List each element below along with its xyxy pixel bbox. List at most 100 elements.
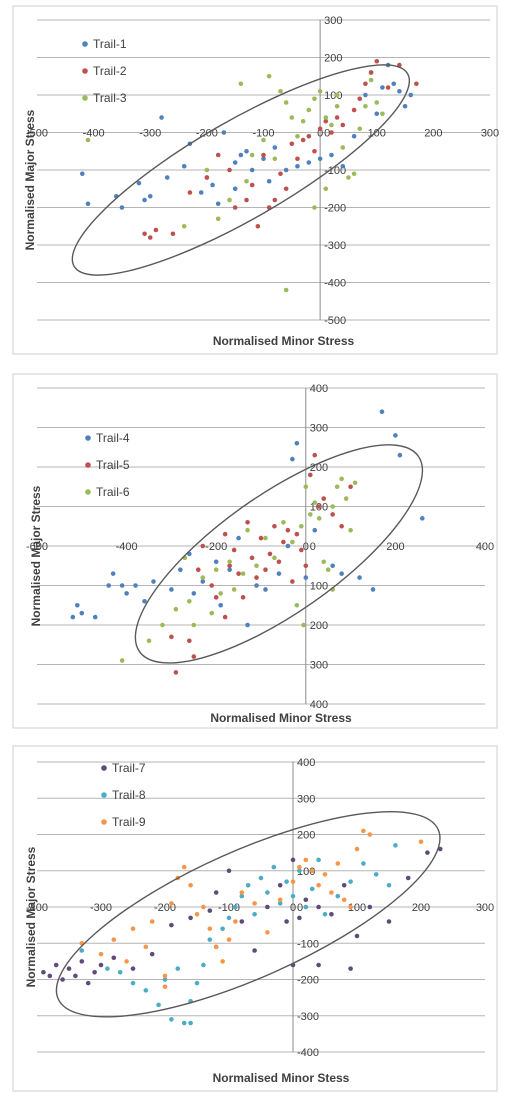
data-point: [220, 959, 225, 964]
x-tick-label: 0: [317, 128, 323, 140]
data-point: [240, 595, 246, 600]
data-point: [261, 152, 266, 158]
data-point: [151, 579, 156, 584]
data-point: [143, 944, 149, 950]
y-tick-label: 300: [324, 15, 342, 27]
data-point: [335, 861, 341, 866]
data-point: [207, 937, 213, 942]
data-point: [334, 92, 340, 98]
data-point: [363, 92, 368, 98]
data-point: [79, 948, 85, 953]
data-point: [348, 527, 353, 533]
data-point: [149, 951, 155, 957]
data-point: [169, 587, 174, 592]
data-point: [351, 107, 357, 113]
data-point: [329, 130, 334, 135]
data-point: [111, 955, 117, 961]
data-point: [309, 886, 315, 892]
y-tick-label: 0: [297, 902, 303, 914]
chart-frame: [12, 373, 498, 729]
data-point: [263, 587, 268, 592]
data-point: [198, 190, 204, 195]
data-point: [317, 156, 323, 162]
data-point: [178, 567, 183, 572]
x-tick-label: 0: [290, 902, 296, 914]
data-point: [85, 201, 91, 207]
data-point: [222, 614, 228, 620]
data-point: [200, 579, 206, 584]
data-point: [357, 126, 363, 132]
x-tick-label: -600: [26, 541, 48, 553]
data-point: [312, 452, 318, 458]
data-point: [306, 133, 312, 139]
data-point: [255, 223, 261, 229]
y-tick-label: 300: [297, 793, 315, 805]
data-point: [312, 96, 317, 102]
y-axis-title: Normalised Major Stress: [23, 109, 37, 250]
data-point: [285, 543, 291, 549]
data-point: [75, 602, 80, 608]
data-point: [284, 879, 289, 884]
y-tick-label: -200: [297, 975, 319, 987]
data-point: [312, 148, 317, 154]
data-point: [361, 828, 366, 834]
data-point: [258, 535, 264, 541]
data-point: [391, 81, 397, 87]
y-tick-label: 100: [297, 866, 315, 878]
data-point: [294, 531, 300, 537]
data-point: [266, 73, 272, 79]
data-point: [191, 654, 197, 659]
data-point: [351, 133, 357, 139]
data-point: [227, 167, 232, 173]
data-point: [309, 868, 315, 874]
data-point: [143, 988, 149, 993]
data-point: [306, 160, 312, 165]
x-tick-label: 100: [368, 128, 386, 140]
data-point: [254, 575, 259, 580]
data-point: [402, 103, 408, 109]
x-tick-label: 300: [476, 902, 494, 914]
data-point: [340, 122, 346, 128]
data-point: [60, 977, 65, 982]
data-point: [201, 904, 206, 910]
data-point: [200, 575, 206, 580]
data-point: [297, 868, 302, 874]
data-point: [290, 879, 296, 884]
data-point: [307, 512, 313, 517]
data-point: [227, 567, 232, 572]
data-point: [386, 882, 392, 888]
data-point: [379, 409, 385, 414]
legend-label: Trail-4: [96, 431, 130, 445]
data-point: [283, 167, 289, 173]
data-point: [295, 163, 300, 169]
data-point: [162, 984, 168, 990]
data-point: [209, 610, 215, 616]
data-point: [221, 130, 227, 135]
data-point: [231, 547, 237, 553]
data-point: [249, 167, 255, 173]
data-point: [348, 484, 353, 490]
data-point: [368, 77, 374, 83]
data-point: [261, 137, 266, 143]
data-point: [283, 186, 289, 192]
x-tick-label: 300: [481, 128, 499, 140]
data-point: [289, 141, 295, 147]
data-point: [408, 92, 414, 98]
data-point: [323, 118, 329, 124]
data-point: [222, 531, 228, 537]
data-point: [340, 145, 346, 150]
y-tick-label: -300: [297, 1011, 319, 1023]
y-tick-label: 200: [310, 620, 328, 632]
data-point: [294, 441, 300, 446]
data-point: [156, 1002, 161, 1008]
data-point: [303, 563, 309, 569]
legend-marker: [82, 68, 88, 74]
x-tick-label: -500: [26, 128, 48, 140]
y-tick-label: -400: [324, 278, 346, 290]
data-point: [218, 602, 223, 608]
data-point: [363, 103, 368, 109]
data-point: [317, 126, 323, 132]
legend-marker: [82, 95, 88, 101]
data-point: [316, 882, 321, 888]
data-point: [226, 915, 232, 921]
